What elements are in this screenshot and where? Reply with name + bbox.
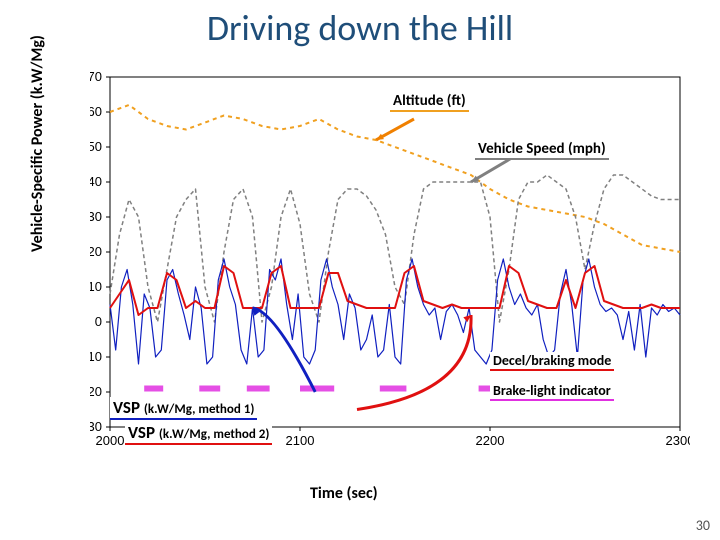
- svg-text:-20: -20: [90, 384, 102, 399]
- svg-text:2300: 2300: [666, 433, 690, 448]
- svg-text:40: 40: [90, 174, 102, 189]
- chart-container: Vehicle-Specific Power (k.W/Mg) Time (se…: [30, 62, 710, 510]
- svg-text:-30: -30: [90, 419, 102, 434]
- annot-speed: Vehicle Speed (mph): [475, 140, 609, 160]
- annot-decel: Decel/braking mode: [490, 352, 614, 371]
- svg-text:0: 0: [95, 314, 102, 329]
- slide: { "slide": { "title": "Driving down the …: [0, 0, 720, 540]
- svg-text:2100: 2100: [286, 433, 315, 448]
- slide-number: 30: [696, 517, 710, 534]
- svg-text:20: 20: [90, 244, 102, 259]
- svg-text:2200: 2200: [476, 433, 505, 448]
- annot-altitude: Altitude (ft): [390, 92, 469, 112]
- y-axis-label: Vehicle-Specific Power (k.W/Mg): [28, 35, 47, 252]
- annot-vsp2: VSP (k.W/Mg, method 2): [125, 422, 272, 445]
- svg-text:70: 70: [90, 69, 102, 84]
- svg-text:10: 10: [90, 279, 102, 294]
- svg-text:-10: -10: [90, 349, 102, 364]
- svg-text:50: 50: [90, 139, 102, 154]
- annot-brake: Brake-light indicator: [490, 382, 614, 401]
- annot-vsp1: VSP (k.W/Mg, method 1): [110, 397, 257, 420]
- x-axis-label: Time (sec): [310, 484, 378, 503]
- svg-text:2000: 2000: [96, 433, 125, 448]
- svg-text:30: 30: [90, 209, 102, 224]
- slide-title: Driving down the Hill: [0, 6, 720, 50]
- svg-text:60: 60: [90, 104, 102, 119]
